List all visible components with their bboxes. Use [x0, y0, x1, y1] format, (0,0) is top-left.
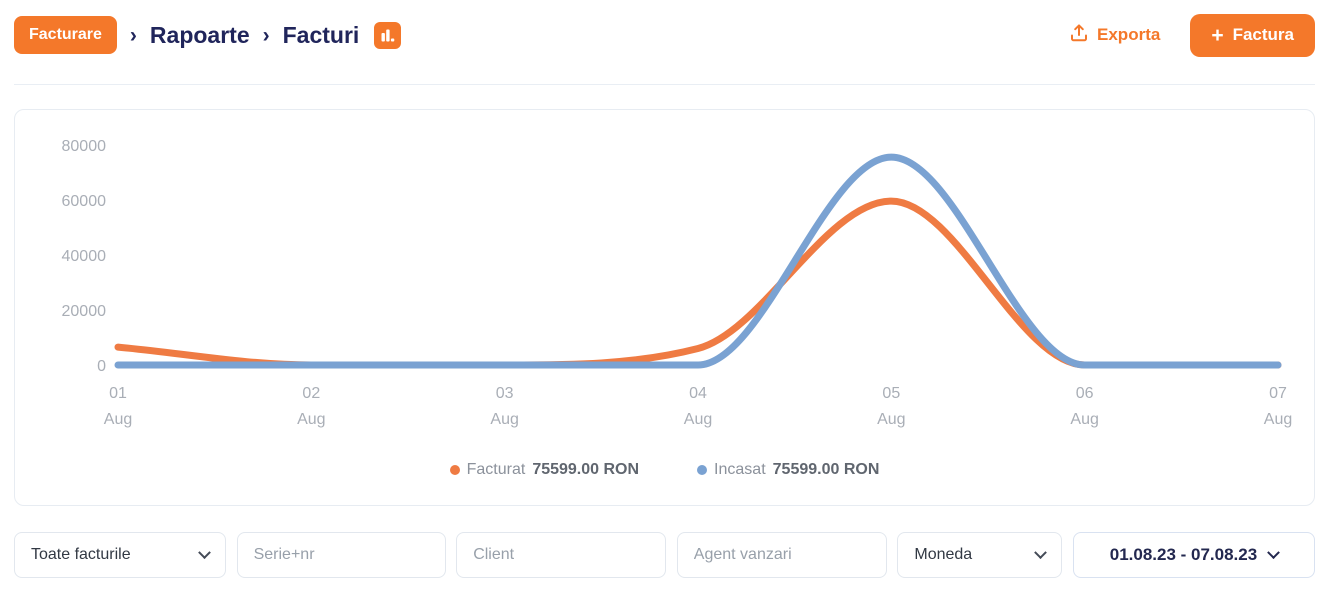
new-invoice-label: Factura — [1232, 25, 1294, 44]
serie-nr-field-box — [236, 532, 446, 578]
page-header: Facturare › Rapoarte › Facturi Exporta — [0, 0, 1329, 58]
breadcrumb-separator-icon: › — [129, 23, 137, 47]
plus-icon: + — [1211, 23, 1224, 47]
currency-select[interactable]: Moneda — [897, 532, 1063, 578]
x-axis-month-label: Aug — [104, 411, 132, 428]
series-line-incasat — [114, 153, 1282, 369]
client-field-box — [456, 532, 667, 578]
breadcrumb-separator-icon: › — [262, 23, 270, 47]
legend-total: 75599.00 RON — [772, 461, 880, 478]
agent-input[interactable] — [693, 546, 870, 564]
invoice-type-select[interactable]: Toate facturile — [14, 532, 226, 578]
breadcrumb: Facturare › Rapoarte › Facturi — [14, 16, 402, 54]
y-axis-tick-label: 80000 — [62, 138, 107, 155]
x-axis-day-label: 06 — [1076, 385, 1094, 402]
agent-field-box — [676, 532, 887, 578]
header-actions: Exporta + Factura — [1069, 13, 1315, 57]
y-axis-tick-label: 0 — [97, 358, 106, 375]
x-axis-day-label: 03 — [496, 385, 514, 402]
chevron-down-icon — [198, 545, 211, 559]
header-divider — [14, 84, 1315, 85]
x-axis-month-label: Aug — [490, 411, 518, 428]
legend-total: 75599.00 RON — [532, 461, 640, 478]
x-axis-month-label: Aug — [1070, 411, 1098, 428]
breadcrumb-item-rapoarte[interactable]: Rapoarte — [149, 21, 250, 48]
x-axis-month-label: Aug — [297, 411, 325, 428]
invoices-chart-card: 0 20000 40000 60000 80000 01 Aug 02 Aug 03 Aug 04 Au… — [14, 109, 1315, 506]
date-range-picker[interactable]: 01.08.23 - 07.08.23 — [1072, 532, 1315, 578]
y-axis-tick-label: 40000 — [62, 248, 107, 265]
export-button[interactable]: Exporta — [1069, 23, 1160, 48]
invoice-type-value: Toate facturile — [31, 546, 131, 563]
currency-value: Moneda — [914, 546, 973, 563]
legend-item-facturat[interactable]: Facturat 75599.00 RON — [449, 461, 640, 479]
x-axis-day-label: 05 — [882, 385, 900, 402]
breadcrumb-root-button[interactable]: Facturare — [14, 16, 117, 54]
new-invoice-button[interactable]: + Factura — [1190, 13, 1315, 57]
legend-label: Facturat — [466, 461, 526, 478]
facturat-series-dot-icon — [449, 465, 460, 475]
x-axis-day-label: 01 — [109, 385, 127, 402]
legend-item-incasat[interactable]: Incasat 75599.00 RON — [697, 461, 879, 479]
y-axis-tick-label: 20000 — [62, 303, 107, 320]
x-axis-day-label: 07 — [1269, 385, 1287, 402]
date-range-value: 01.08.23 - 07.08.23 — [1109, 545, 1258, 564]
legend-label: Incasat — [714, 461, 766, 478]
filter-bar: Toate facturile Moneda 01.08.23 - 07.08.… — [14, 532, 1315, 578]
export-label: Exporta — [1097, 25, 1161, 44]
incasat-series-dot-icon — [697, 465, 708, 475]
x-axis-day-label: 04 — [689, 385, 707, 402]
x-axis-day-label: 02 — [302, 385, 320, 402]
x-axis-month-label: Aug — [684, 411, 712, 428]
x-axis-month-label: Aug — [1264, 411, 1292, 428]
chart-legend: Facturat 75599.00 RON Incasat 75599.00 R… — [15, 461, 1314, 479]
bar-chart-icon[interactable] — [374, 21, 402, 49]
upload-icon — [1069, 23, 1089, 48]
chevron-down-icon — [1267, 545, 1281, 559]
breadcrumb-item-facturi[interactable]: Facturi — [282, 21, 360, 48]
x-axis-month-label: Aug — [877, 411, 905, 428]
series-line-facturat — [114, 197, 1282, 369]
serie-nr-input[interactable] — [253, 546, 429, 564]
y-axis-tick-label: 60000 — [62, 193, 107, 210]
chevron-down-icon — [1034, 545, 1048, 559]
invoices-line-chart: 0 20000 40000 60000 80000 01 Aug 02 Aug 03 Aug 04 Au… — [62, 138, 1293, 428]
client-input[interactable] — [473, 546, 650, 564]
